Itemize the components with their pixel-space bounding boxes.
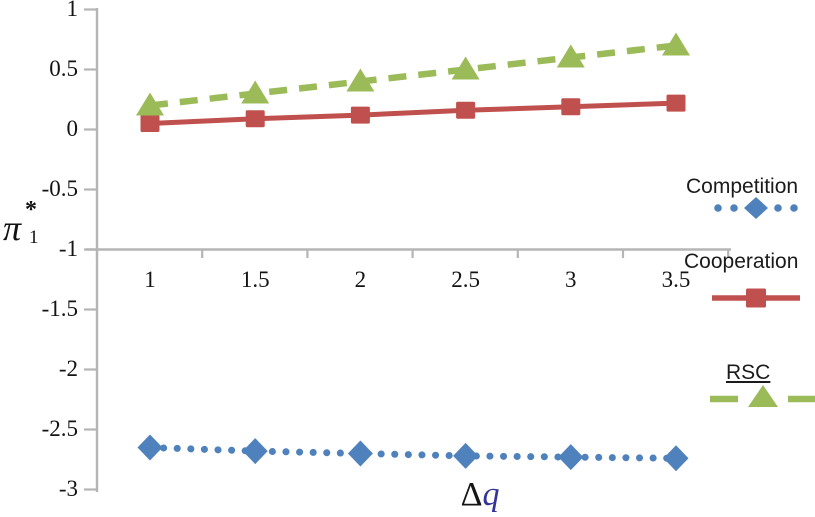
legend-item-cooperation: Cooperation xyxy=(684,250,800,308)
y-tick-label: 1 xyxy=(66,0,79,21)
series-marker-competition xyxy=(347,440,373,467)
x-axis-title-variable: q xyxy=(482,476,500,513)
legend-dot xyxy=(774,204,782,212)
series-marker-competition xyxy=(137,434,163,461)
y-tick-label: -2 xyxy=(58,355,78,381)
series-marker-rsc xyxy=(556,44,585,68)
series-marker-rsc xyxy=(451,56,480,80)
series-marker-cooperation xyxy=(245,110,265,128)
y-tick-label: 0 xyxy=(66,115,79,141)
legend-label-competition: Competition xyxy=(686,175,799,198)
y-axis-title-subscript: 1 xyxy=(29,227,39,248)
series-marker-cooperation xyxy=(561,98,581,116)
x-tick-label: 3.5 xyxy=(661,267,691,292)
series-line-rsc xyxy=(149,42,677,109)
series-marker-competition xyxy=(663,445,689,472)
legend-marker-cooperation-solid-square-icon xyxy=(712,288,800,308)
series-marker-competition xyxy=(453,442,479,469)
legend-item-competition: Competition xyxy=(686,175,799,219)
series-line-competition xyxy=(146,444,680,462)
x-tick-label: 3 xyxy=(565,267,577,292)
legend-item-rsc: RSC xyxy=(710,361,815,407)
y-tick-label: -2.5 xyxy=(41,415,78,441)
legend-label-rsc: RSC xyxy=(726,361,771,384)
x-axis-title: Δq xyxy=(420,475,540,517)
legend-dot xyxy=(790,204,798,212)
legend-triangle xyxy=(748,385,778,407)
series-marker-rsc xyxy=(241,80,270,104)
legend-label-cooperation: Cooperation xyxy=(684,250,799,273)
y-tick-label: -0.5 xyxy=(41,175,78,201)
x-tick-label: 1 xyxy=(144,267,156,292)
x-tick-label: 2 xyxy=(354,267,367,292)
x-tick-label: 2.5 xyxy=(451,267,480,292)
series-marker-competition xyxy=(558,444,584,471)
legend-square xyxy=(746,288,766,308)
series-marker-rsc xyxy=(346,68,375,92)
series-marker-competition xyxy=(242,438,268,465)
y-tick-label: 0.5 xyxy=(49,55,78,81)
y-axis-title-superscript: * xyxy=(25,197,37,223)
y-tick-label: -1 xyxy=(58,235,78,261)
legend-dot xyxy=(730,204,738,212)
x-axis-title-delta: Δ xyxy=(460,476,483,513)
y-tick-label: -1.5 xyxy=(41,295,78,321)
y-axis-title-symbol: π xyxy=(3,208,22,248)
series-marker-cooperation xyxy=(350,106,370,124)
y-tick-label: -3 xyxy=(58,475,78,501)
series-marker-rsc xyxy=(136,92,164,116)
series-marker-rsc xyxy=(662,32,690,56)
series-marker-cooperation xyxy=(140,115,160,132)
series-marker-cooperation xyxy=(456,101,476,119)
legend-dot xyxy=(714,204,722,212)
legend-marker-competition-dotted-diamond-icon xyxy=(714,197,798,219)
x-tick-label: 1.5 xyxy=(240,267,270,292)
y-axis-title: π * 1 xyxy=(3,197,49,256)
series-line-cooperation xyxy=(149,100,677,126)
series-marker-cooperation xyxy=(666,94,686,112)
legend-marker-rsc-dashed-triangle-icon xyxy=(710,385,815,407)
legend-diamond xyxy=(744,197,768,219)
